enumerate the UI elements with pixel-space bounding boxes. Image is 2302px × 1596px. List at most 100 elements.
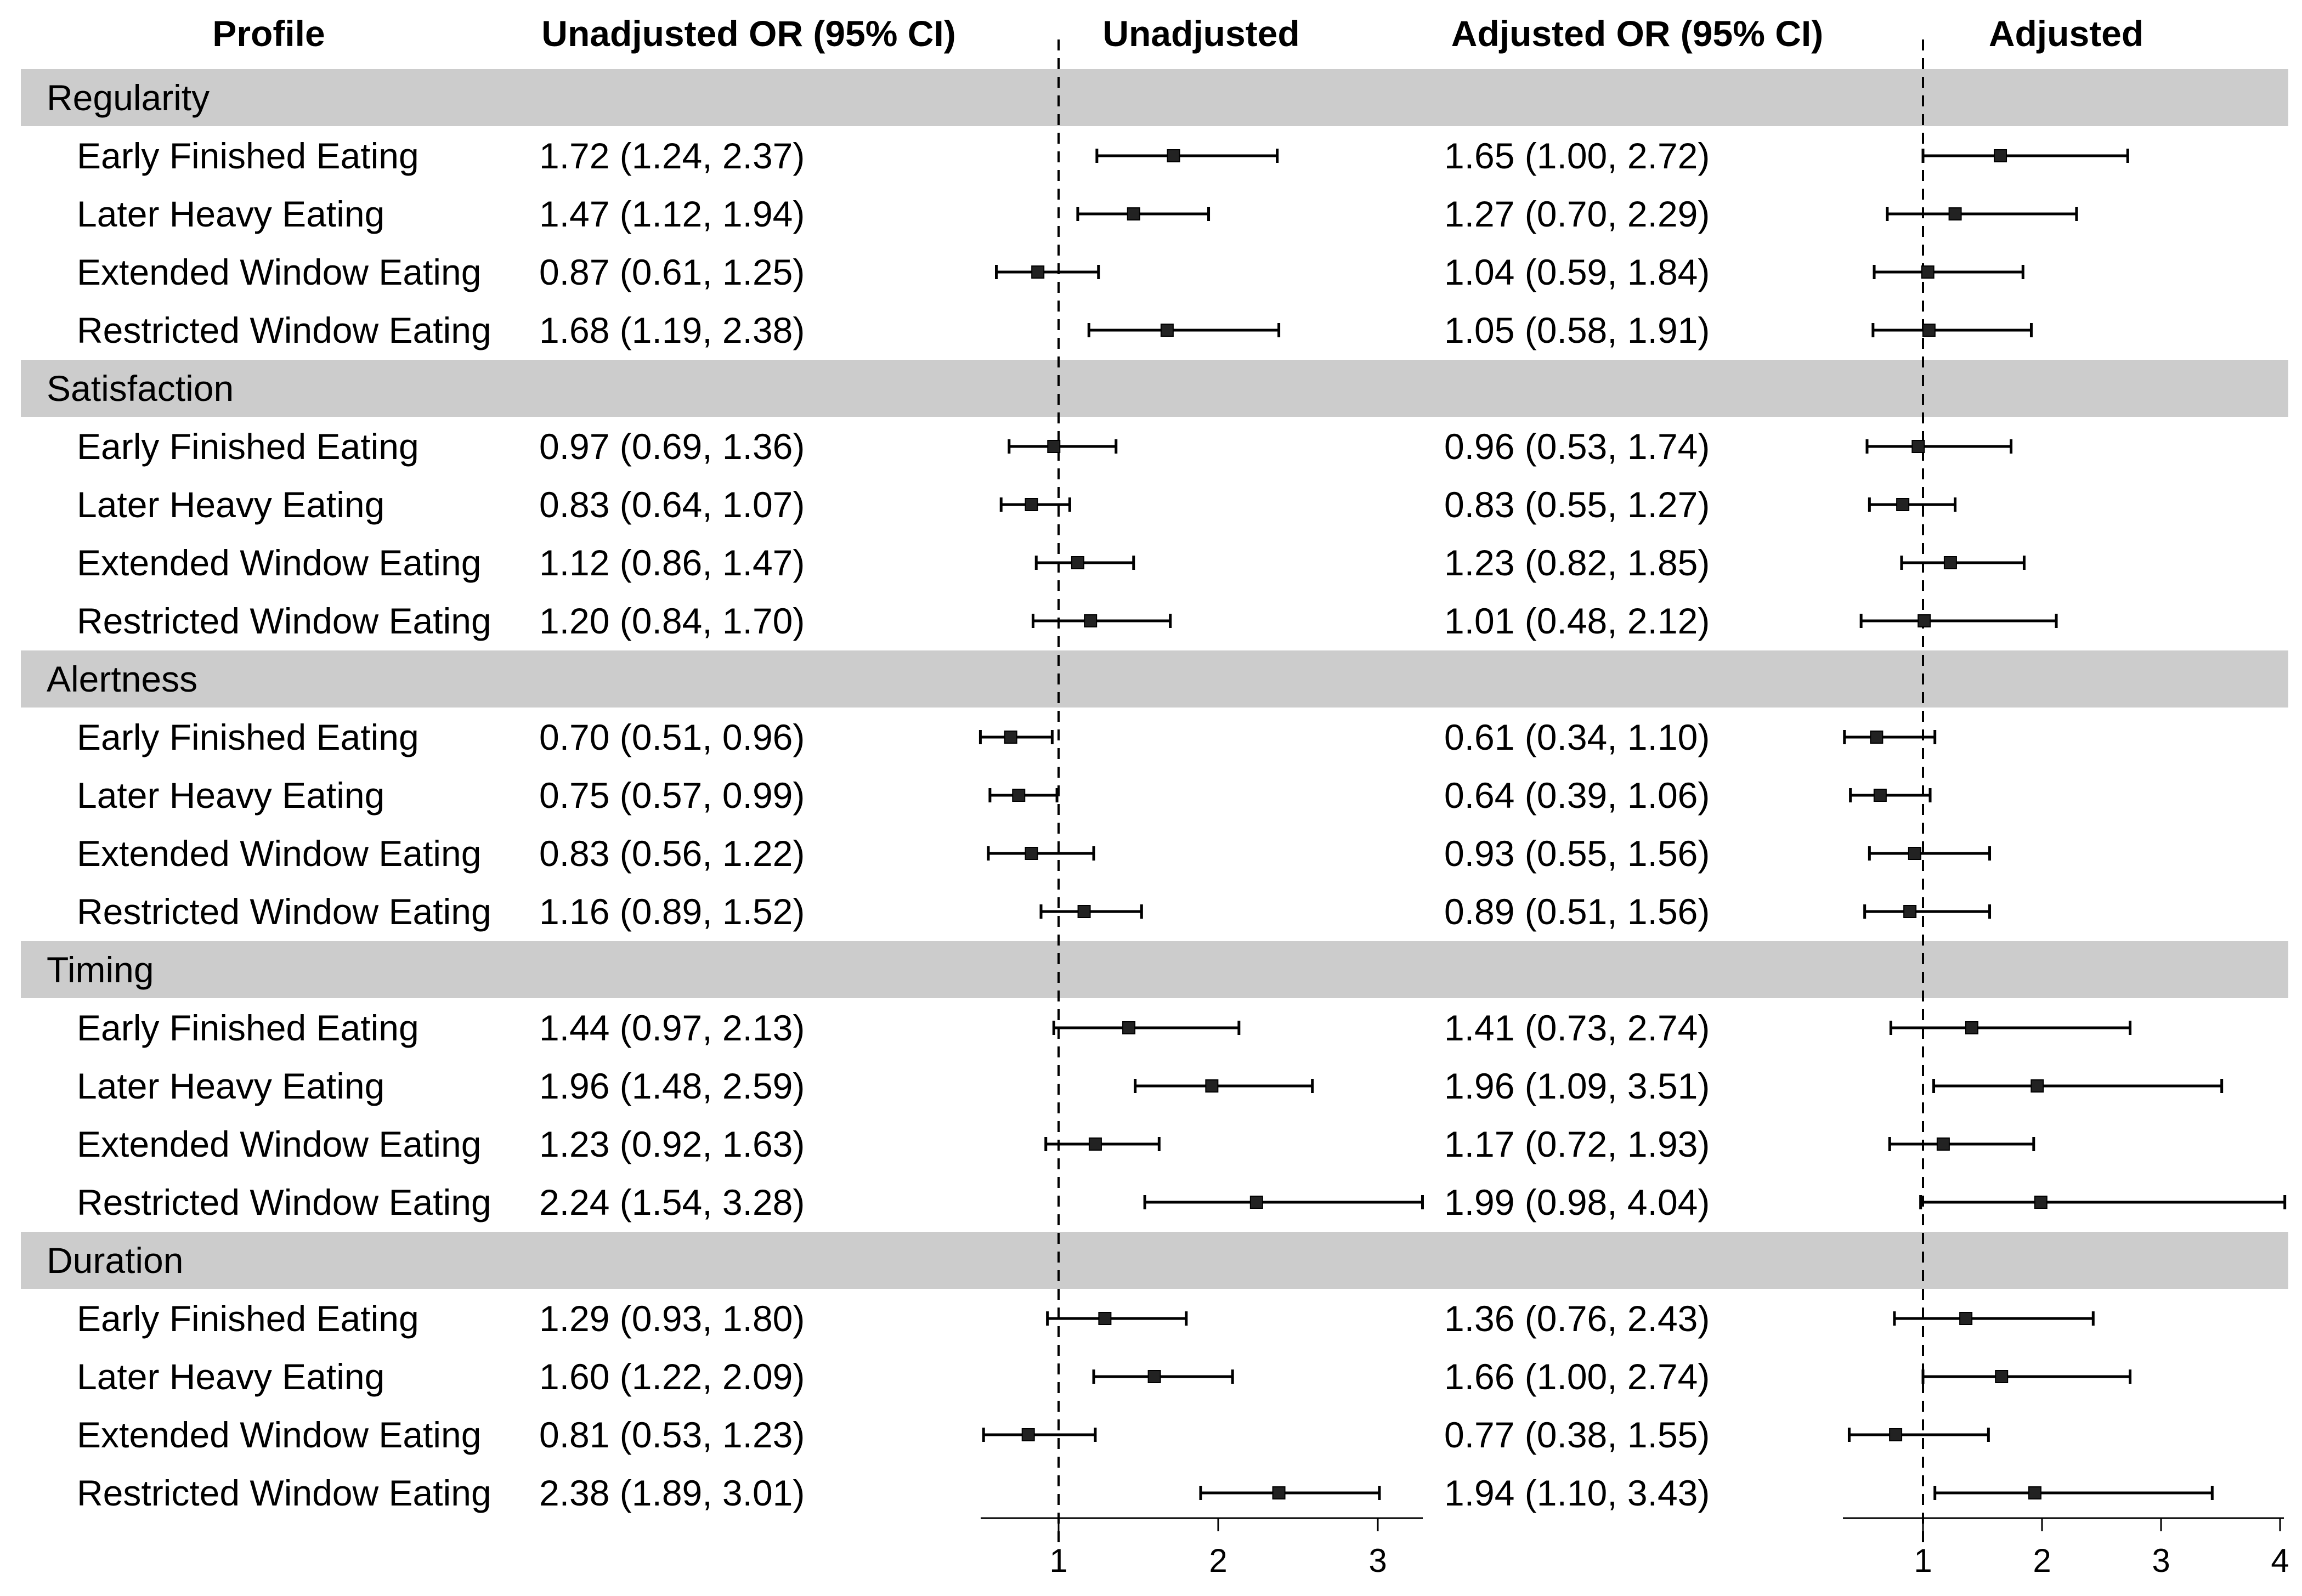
row-adjusted-or-text: 0.96 (0.53, 1.74): [1444, 426, 1710, 467]
row-profile-label: Later Heavy Eating: [77, 194, 384, 234]
or-point: [1025, 498, 1038, 511]
or-point: [1936, 1137, 1950, 1151]
row-unadjusted-or-text: 1.96 (1.48, 2.59): [539, 1066, 805, 1106]
or-point: [1012, 789, 1026, 802]
group-label: Timing: [47, 949, 154, 990]
or-point: [1127, 207, 1140, 220]
row-unadjusted-or-text: 1.44 (0.97, 2.13): [539, 1008, 805, 1048]
or-point: [1071, 556, 1084, 569]
or-point: [1025, 847, 1038, 860]
row-profile-label: Later Heavy Eating: [77, 1066, 384, 1106]
row-profile-label: Early Finished Eating: [77, 1298, 419, 1339]
row-profile-label: Early Finished Eating: [77, 717, 419, 757]
row-unadjusted-or-text: 1.23 (0.92, 1.63): [539, 1124, 805, 1164]
header-unadjusted-plot: Unadjusted: [1102, 13, 1299, 54]
row-profile-label: Later Heavy Eating: [77, 484, 384, 525]
or-point: [1047, 440, 1061, 453]
or-point: [1122, 1021, 1136, 1034]
row-adjusted-or-text: 1.23 (0.82, 1.85): [1444, 542, 1710, 583]
row-adjusted-or-text: 0.77 (0.38, 1.55): [1444, 1414, 1710, 1455]
group-label: Alertness: [47, 659, 197, 699]
or-point: [1870, 731, 1884, 744]
or-point: [1167, 149, 1180, 162]
row-adjusted-or-text: 1.94 (1.10, 3.43): [1444, 1473, 1710, 1513]
or-point: [1021, 1428, 1035, 1441]
row-unadjusted-or-text: 0.83 (0.64, 1.07): [539, 484, 805, 525]
row-unadjusted-or-text: 1.12 (0.86, 1.47): [539, 542, 805, 583]
row-profile-label: Early Finished Eating: [77, 1008, 419, 1048]
group-band: [21, 360, 2288, 417]
header-adjusted-plot: Adjusted: [1989, 13, 2143, 54]
x-tick-label: 1: [1049, 1542, 1067, 1579]
row-profile-label: Later Heavy Eating: [77, 775, 384, 816]
or-point: [1918, 614, 1931, 627]
or-point: [1084, 614, 1098, 627]
row-unadjusted-or-text: 0.97 (0.69, 1.36): [539, 426, 805, 467]
or-point: [2034, 1196, 2048, 1209]
x-tick-label: 4: [2271, 1542, 2289, 1579]
row-profile-label: Early Finished Eating: [77, 135, 419, 176]
or-point: [1948, 207, 1962, 220]
or-point: [1098, 1312, 1112, 1325]
or-point: [1922, 324, 1936, 337]
row-profile-label: Extended Window Eating: [77, 252, 481, 292]
row-adjusted-or-text: 1.01 (0.48, 2.12): [1444, 601, 1710, 641]
row-adjusted-or-text: 1.05 (0.58, 1.91): [1444, 310, 1710, 350]
or-point: [1077, 905, 1091, 918]
or-point: [1004, 731, 1017, 744]
or-point: [1959, 1312, 1973, 1325]
row-unadjusted-or-text: 0.87 (0.61, 1.25): [539, 252, 805, 292]
x-tick-label: 1: [1914, 1542, 1932, 1579]
or-point: [1911, 440, 1925, 453]
or-point: [1088, 1137, 1102, 1151]
row-profile-label: Early Finished Eating: [77, 426, 419, 467]
row-unadjusted-or-text: 1.68 (1.19, 2.38): [539, 310, 805, 350]
or-point: [1908, 847, 1921, 860]
row-adjusted-or-text: 1.99 (0.98, 4.04): [1444, 1182, 1710, 1223]
header-profile: Profile: [212, 13, 325, 54]
or-point: [1147, 1370, 1161, 1383]
row-profile-label: Restricted Window Eating: [77, 601, 491, 641]
row-adjusted-or-text: 1.17 (0.72, 1.93): [1444, 1124, 1710, 1164]
row-profile-label: Extended Window Eating: [77, 1124, 481, 1164]
group-label: Duration: [47, 1240, 183, 1281]
adjusted-panel: 1 2 3 4: [1843, 39, 2289, 1579]
or-point: [1921, 265, 1935, 279]
row-unadjusted-or-text: 0.70 (0.51, 0.96): [539, 717, 805, 757]
unadjusted-panel: 1 2 3: [979, 39, 1424, 1579]
x-tick-label: 3: [1368, 1542, 1387, 1579]
row-adjusted-or-text: 1.66 (1.00, 2.74): [1444, 1356, 1710, 1397]
group-label: Regularity: [47, 77, 210, 118]
or-point: [1896, 498, 1910, 511]
row-adjusted-or-text: 1.04 (0.59, 1.84): [1444, 252, 1710, 292]
or-point: [1943, 556, 1957, 569]
row-adjusted-or-text: 1.36 (0.76, 2.43): [1444, 1298, 1710, 1339]
or-point: [1903, 905, 1917, 918]
row-unadjusted-or-text: 2.38 (1.89, 3.01): [539, 1473, 805, 1513]
row-profile-label: Restricted Window Eating: [77, 1182, 491, 1223]
or-point: [1889, 1428, 1903, 1441]
row-adjusted-or-text: 0.64 (0.39, 1.06): [1444, 775, 1710, 816]
row-unadjusted-or-text: 1.72 (1.24, 2.37): [539, 135, 805, 176]
row-unadjusted-or-text: 1.47 (1.12, 1.94): [539, 194, 805, 234]
row-profile-label: Extended Window Eating: [77, 542, 481, 583]
or-point: [1965, 1021, 1978, 1034]
row-profile-label: Extended Window Eating: [77, 1414, 481, 1455]
row-unadjusted-or-text: 1.20 (0.84, 1.70): [539, 601, 805, 641]
or-point: [1205, 1079, 1219, 1093]
row-adjusted-or-text: 1.27 (0.70, 2.29): [1444, 194, 1710, 234]
column-headers: Profile Unadjusted OR (95% CI) Unadjuste…: [212, 13, 2143, 54]
row-profile-label: Later Heavy Eating: [77, 1356, 384, 1397]
row-adjusted-or-text: 1.41 (0.73, 2.74): [1444, 1008, 1710, 1048]
x-tick-label: 2: [2033, 1542, 2051, 1579]
or-point: [1249, 1196, 1263, 1209]
row-unadjusted-or-text: 0.83 (0.56, 1.22): [539, 833, 805, 874]
row-unadjusted-or-text: 0.81 (0.53, 1.23): [539, 1414, 805, 1455]
row-unadjusted-or-text: 1.16 (0.89, 1.52): [539, 891, 805, 932]
group-band: [21, 1232, 2288, 1289]
or-point: [1160, 324, 1174, 337]
group-band: [21, 69, 2288, 126]
group-bands: [21, 69, 2288, 1289]
row-profile-label: Restricted Window Eating: [77, 891, 491, 932]
header-adjusted-or-ci: Adjusted OR (95% CI): [1451, 13, 1823, 54]
